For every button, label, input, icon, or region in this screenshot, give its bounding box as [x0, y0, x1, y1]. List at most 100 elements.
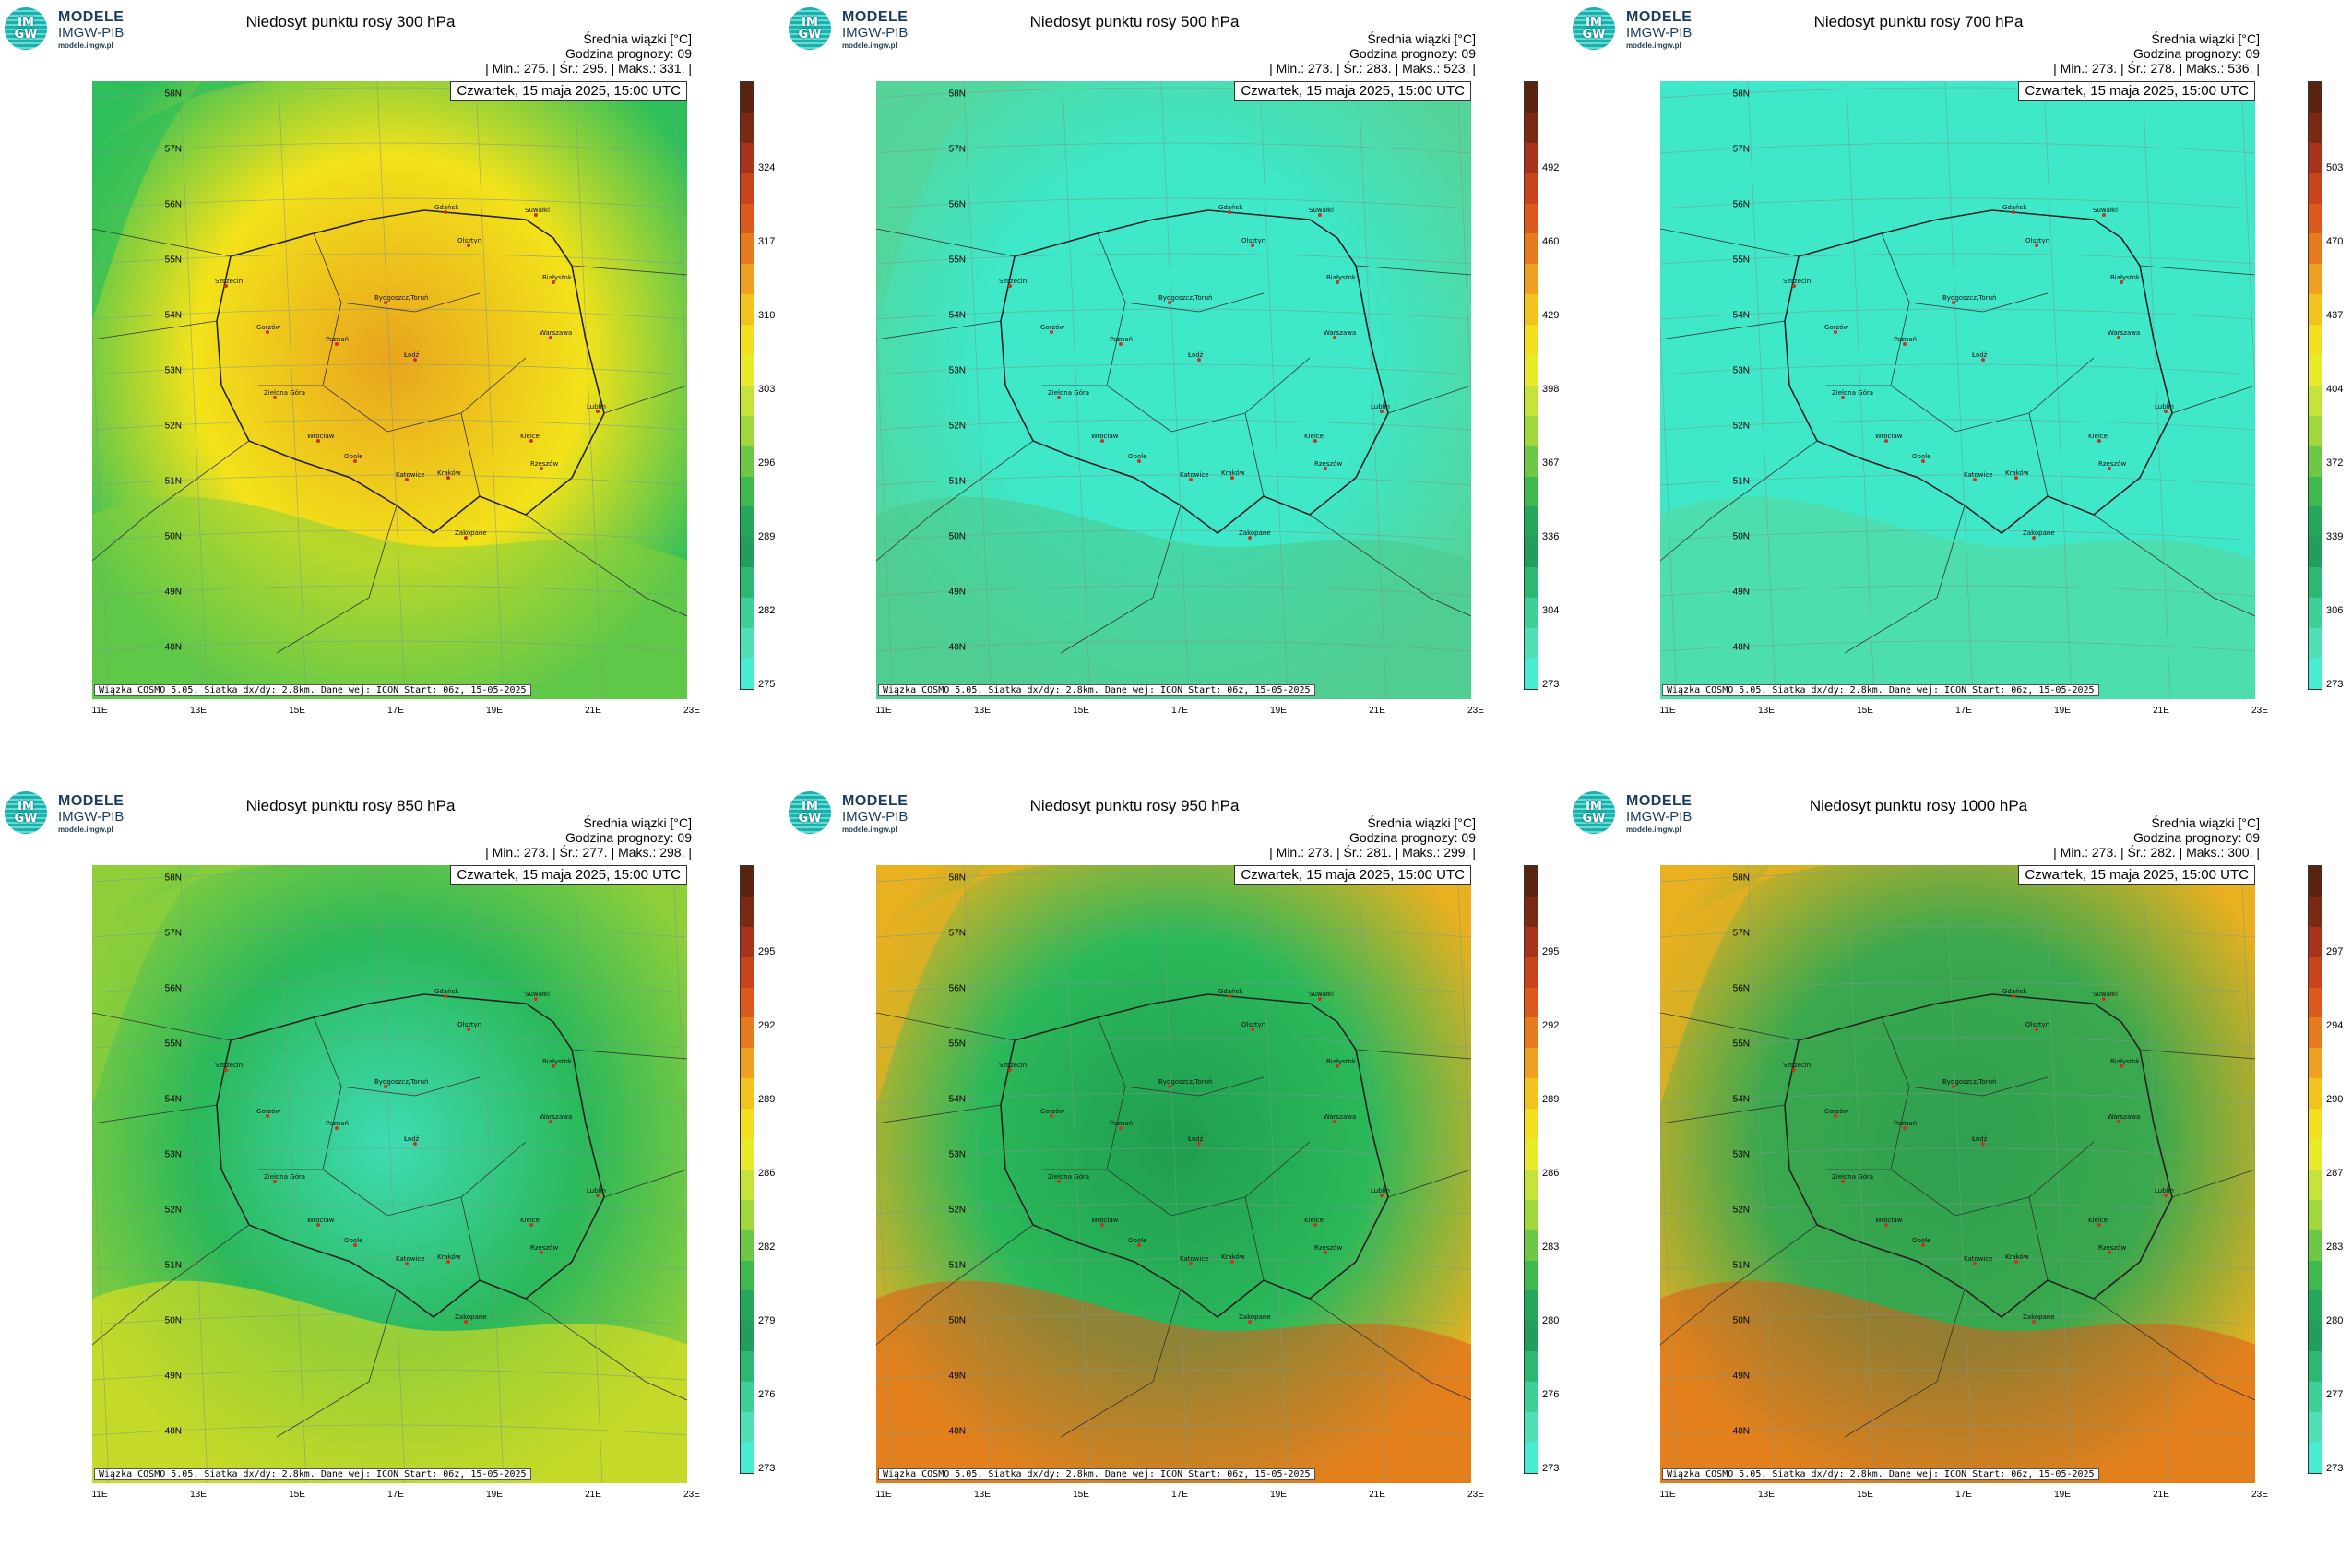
- logo-brand: MODELE: [1626, 9, 1693, 25]
- city-marker: [552, 1064, 555, 1068]
- city-label: Katowice: [1180, 471, 1209, 479]
- longitude-label: 13E: [974, 1490, 991, 1500]
- model-footnote: Wiązka COSMO 5.05. Siatka dx/dy: 2.8km. …: [94, 1468, 531, 1480]
- latitude-label: 56N: [1732, 199, 1750, 210]
- colorbar-segment: [741, 506, 754, 538]
- colorbar-segment: [2309, 1139, 2322, 1170]
- city-label: Łódź: [1971, 1135, 1988, 1143]
- latitude-label: 52N: [164, 421, 182, 432]
- colorbar-segment: [741, 1351, 754, 1383]
- latitude-line: [876, 363, 1471, 375]
- voivodeship-borders: [1042, 232, 1311, 497]
- colorbar-segment: [741, 1199, 754, 1230]
- city-marker: [1057, 1180, 1061, 1183]
- city-marker: [1333, 1120, 1336, 1123]
- longitude-line: [2240, 81, 2255, 398]
- longitude-line: [92, 321, 110, 699]
- latitude-label: 57N: [948, 144, 966, 155]
- colorbar-segment: [2309, 987, 2322, 1018]
- latitude-line: [1660, 1203, 2255, 1215]
- colorbar-segment: [741, 112, 754, 143]
- colorbar-tick: 296: [758, 457, 776, 469]
- city-marker: [444, 210, 447, 214]
- latitude-label: 58N: [164, 89, 182, 100]
- latitude-label: 55N: [948, 1039, 966, 1050]
- latitude-line: [876, 640, 1471, 652]
- city-label: Kielce: [1304, 433, 1324, 440]
- city-label: Łódź: [1187, 351, 1204, 359]
- city-marker: [1313, 439, 1317, 443]
- logo-url: modele.imgw.pl: [58, 826, 113, 834]
- colorbar-segment: [2309, 1078, 2322, 1110]
- latitude-label: 52N: [948, 1205, 966, 1216]
- city-label: Katowice: [396, 471, 425, 479]
- latitude-label: 51N: [948, 1260, 966, 1271]
- city-marker: [1884, 1223, 1888, 1227]
- latitude-label: 52N: [164, 1205, 182, 1216]
- colorbar-segment: [1525, 1260, 1538, 1291]
- latitude-line: [92, 1424, 687, 1436]
- longitude-line: [876, 1105, 894, 1483]
- city-marker: [405, 478, 409, 481]
- voivodeship-borders: [258, 1016, 527, 1281]
- field-accent-region: [1660, 1280, 2255, 1483]
- city-label: Suwałki: [2093, 207, 2118, 214]
- colorbar-tick: 295: [758, 946, 776, 957]
- latitude-label: 53N: [948, 1149, 966, 1160]
- field-accent-region: [876, 496, 1471, 699]
- logo-mark-top: IM: [18, 16, 34, 30]
- colorbar-segment: [741, 1412, 754, 1443]
- latitude-label: 56N: [1732, 983, 1750, 994]
- colorbar-segment: [1525, 1382, 1538, 1413]
- logo-mark-bottom: GW: [798, 812, 822, 826]
- latitude-line: [92, 640, 687, 652]
- city-marker: [1792, 284, 1796, 288]
- map-area: Gdańsk Olsztyn Suwałki Szczecin Białystok Byd…: [92, 81, 687, 699]
- longitude-label: 15E: [289, 706, 305, 716]
- city-marker: [266, 330, 269, 334]
- latitude-line: [1660, 1147, 2255, 1159]
- field-map: Gdańsk Olsztyn Suwałki Szczecin Białystok Byd…: [1660, 81, 2255, 699]
- latitude-label: 48N: [1732, 642, 1750, 653]
- model-footnote: Wiązka COSMO 5.05. Siatka dx/dy: 2.8km. …: [878, 1468, 1315, 1480]
- city-marker: [1119, 342, 1123, 346]
- latitude-line: [1660, 308, 2255, 320]
- longitude-label: 23E: [2251, 706, 2268, 716]
- colorbar-segment: [2309, 598, 2322, 629]
- longitude-line: [2142, 865, 2171, 1483]
- city-label: Wrocław: [1875, 1217, 1903, 1224]
- ensemble-mean-label: Średnia wiązki [°C]: [1367, 815, 1476, 830]
- city-label: Gorzów: [256, 1108, 281, 1115]
- city-label: Poznań: [1110, 1120, 1133, 1127]
- colorbar-segment: [1525, 567, 1538, 599]
- latitude-label: 49N: [1732, 587, 1750, 598]
- colorbar-segment: [741, 233, 754, 265]
- longitude-line: [1456, 81, 1471, 398]
- city-label: Białystok: [1326, 1058, 1357, 1065]
- latitude-label: 50N: [164, 1315, 182, 1326]
- city-marker: [1168, 1085, 1171, 1088]
- latitude-label: 48N: [164, 642, 182, 653]
- logo-mark-bottom: GW: [14, 812, 38, 826]
- field-accent-region: [92, 496, 687, 699]
- latitude-label: 56N: [164, 983, 182, 994]
- logo-brand: MODELE: [58, 793, 125, 809]
- latitude-line: [1660, 981, 2255, 993]
- latitude-line: [1660, 926, 2255, 938]
- city-marker: [1313, 1223, 1317, 1227]
- poland-border: [216, 209, 605, 535]
- latitude-line: [876, 1424, 1471, 1436]
- city-marker: [1248, 536, 1252, 540]
- city-marker: [1008, 1068, 1012, 1072]
- city-marker: [1008, 284, 1012, 288]
- latitude-label: 49N: [948, 587, 966, 598]
- latitude-line: [92, 1037, 687, 1049]
- colorbar-tick: 280: [1542, 1315, 1560, 1326]
- longitude-label: 11E: [1659, 1490, 1676, 1500]
- latitude-line: [876, 1147, 1471, 1159]
- latitude-line: [876, 1369, 1471, 1381]
- colorbar-tick: 286: [1542, 1168, 1560, 1179]
- stats-line: | Min.: 275. | Śr.: 295. | Maks.: 331. |: [485, 61, 692, 76]
- field-accent-region: [1660, 496, 2255, 699]
- longitude-label: 13E: [1758, 706, 1775, 716]
